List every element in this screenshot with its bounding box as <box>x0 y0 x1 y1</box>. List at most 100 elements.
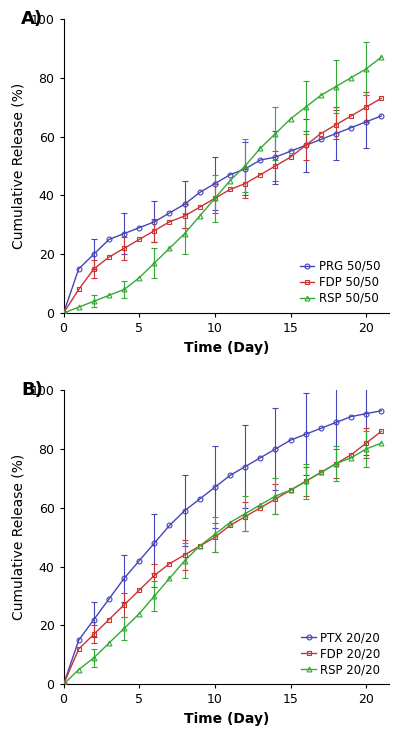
RSP 50/50 <box>61 309 66 318</box>
PTX 20/20 <box>364 409 368 418</box>
FDP 20/20 <box>273 495 278 503</box>
Line: FDP 50/50: FDP 50/50 <box>61 96 384 315</box>
FDP 20/20 <box>364 439 368 447</box>
PTX 20/20 <box>197 495 202 503</box>
FDP 20/20 <box>92 630 96 639</box>
FDP 50/50 <box>122 244 126 253</box>
RSP 50/50 <box>303 102 308 111</box>
PTX 20/20 <box>334 418 338 427</box>
FDP 20/20 <box>137 586 142 595</box>
RSP 50/50 <box>258 144 263 153</box>
RSP 50/50 <box>228 176 232 185</box>
FDP 50/50 <box>212 194 217 203</box>
RSP 50/50 <box>334 82 338 91</box>
RSP 20/20 <box>92 654 96 663</box>
RSP 20/20 <box>106 639 111 648</box>
FDP 20/20 <box>182 551 187 559</box>
FDP 50/50 <box>258 170 263 179</box>
RSP 50/50 <box>92 297 96 306</box>
PTX 20/20 <box>92 615 96 624</box>
Line: PTX 20/20: PTX 20/20 <box>61 408 384 687</box>
PTX 20/20 <box>288 436 293 444</box>
RSP 20/20 <box>197 542 202 551</box>
PTX 20/20 <box>349 412 354 421</box>
Y-axis label: Cumulative Release (%): Cumulative Release (%) <box>11 454 25 621</box>
PTX 20/20 <box>182 506 187 515</box>
Line: FDP 20/20: FDP 20/20 <box>61 429 384 687</box>
FDP 50/50 <box>243 179 248 188</box>
RSP 20/20 <box>167 574 172 583</box>
RSP 50/50 <box>273 129 278 138</box>
PRG 50/50 <box>212 179 217 188</box>
FDP 20/20 <box>288 486 293 495</box>
PRG 50/50 <box>334 129 338 138</box>
PTX 20/20 <box>258 453 263 462</box>
FDP 50/50 <box>61 309 66 318</box>
RSP 20/20 <box>258 500 263 509</box>
FDP 50/50 <box>228 185 232 194</box>
PTX 20/20 <box>122 574 126 583</box>
FDP 20/20 <box>61 680 66 689</box>
PRG 50/50 <box>349 123 354 132</box>
FDP 20/20 <box>303 477 308 486</box>
RSP 50/50 <box>212 194 217 203</box>
PRG 50/50 <box>152 217 157 226</box>
RSP 50/50 <box>197 212 202 220</box>
Legend: PRG 50/50, FDP 50/50, RSP 50/50: PRG 50/50, FDP 50/50, RSP 50/50 <box>298 257 383 307</box>
RSP 50/50 <box>152 259 157 268</box>
RSP 50/50 <box>349 73 354 82</box>
PRG 50/50 <box>243 164 248 173</box>
FDP 50/50 <box>364 102 368 111</box>
PRG 50/50 <box>364 117 368 126</box>
RSP 20/20 <box>364 444 368 453</box>
FDP 20/20 <box>379 427 384 436</box>
PRG 50/50 <box>92 250 96 259</box>
RSP 20/20 <box>334 459 338 468</box>
FDP 20/20 <box>197 542 202 551</box>
FDP 50/50 <box>379 94 384 102</box>
RSP 20/20 <box>243 509 248 518</box>
FDP 50/50 <box>334 120 338 129</box>
RSP 50/50 <box>167 244 172 253</box>
RSP 20/20 <box>137 609 142 618</box>
Text: A): A) <box>21 10 44 28</box>
RSP 50/50 <box>318 91 323 99</box>
FDP 20/20 <box>212 533 217 542</box>
Line: RSP 50/50: RSP 50/50 <box>61 55 384 315</box>
PRG 50/50 <box>318 135 323 144</box>
Legend: PTX 20/20, FDP 20/20, RSP 20/20: PTX 20/20, FDP 20/20, RSP 20/20 <box>299 629 383 678</box>
PTX 20/20 <box>243 462 248 471</box>
RSP 20/20 <box>379 439 384 447</box>
FDP 50/50 <box>92 265 96 273</box>
PTX 20/20 <box>76 636 81 645</box>
RSP 50/50 <box>106 291 111 300</box>
FDP 20/20 <box>318 468 323 477</box>
PTX 20/20 <box>318 424 323 433</box>
Line: PRG 50/50: PRG 50/50 <box>61 113 384 315</box>
FDP 20/20 <box>228 521 232 530</box>
FDP 50/50 <box>197 203 202 212</box>
RSP 50/50 <box>364 64 368 73</box>
PTX 20/20 <box>152 539 157 548</box>
FDP 50/50 <box>167 217 172 226</box>
X-axis label: Time (Day): Time (Day) <box>184 340 269 354</box>
PRG 50/50 <box>122 229 126 238</box>
RSP 20/20 <box>318 468 323 477</box>
PTX 20/20 <box>303 430 308 439</box>
Y-axis label: Cumulative Release (%): Cumulative Release (%) <box>11 83 25 249</box>
PRG 50/50 <box>303 141 308 150</box>
PRG 50/50 <box>76 265 81 273</box>
PTX 20/20 <box>212 483 217 492</box>
Text: B): B) <box>21 381 43 399</box>
PRG 50/50 <box>182 200 187 209</box>
FDP 50/50 <box>106 253 111 262</box>
FDP 50/50 <box>349 111 354 120</box>
PRG 50/50 <box>106 235 111 244</box>
PTX 20/20 <box>228 471 232 480</box>
PTX 20/20 <box>273 444 278 453</box>
RSP 20/20 <box>349 453 354 462</box>
PRG 50/50 <box>273 153 278 161</box>
FDP 20/20 <box>334 459 338 468</box>
RSP 20/20 <box>182 556 187 565</box>
RSP 20/20 <box>76 666 81 674</box>
